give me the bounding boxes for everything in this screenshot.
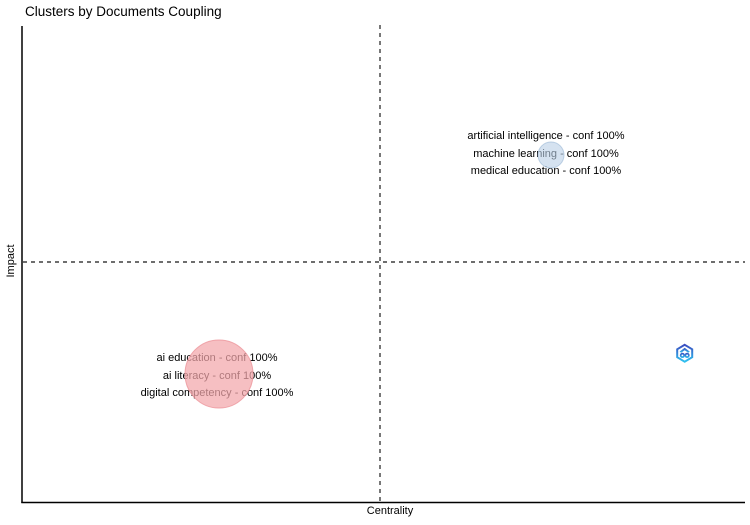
hexagon-widget-logo-icon[interactable] bbox=[676, 343, 694, 363]
cluster-bubble-lower-left[interactable] bbox=[184, 339, 254, 409]
hexagon-roof-shape bbox=[679, 347, 690, 353]
cluster-bubble-upper-right[interactable] bbox=[537, 141, 565, 169]
chart-title: Clusters by Documents Coupling bbox=[25, 4, 222, 19]
hexagon-right-dot-hole bbox=[686, 354, 688, 357]
y-axis-label: Impact bbox=[5, 244, 17, 278]
cluster-label-line: artificial intelligence - conf 100% bbox=[467, 130, 625, 142]
x-axis-label: Centrality bbox=[366, 505, 414, 517]
hexagon-left-dot-hole bbox=[681, 354, 684, 357]
cluster-label-line: medical education - conf 100% bbox=[470, 165, 622, 177]
cluster-labels-upper-right: artificial intelligence - conf 100% mach… bbox=[406, 128, 686, 181]
